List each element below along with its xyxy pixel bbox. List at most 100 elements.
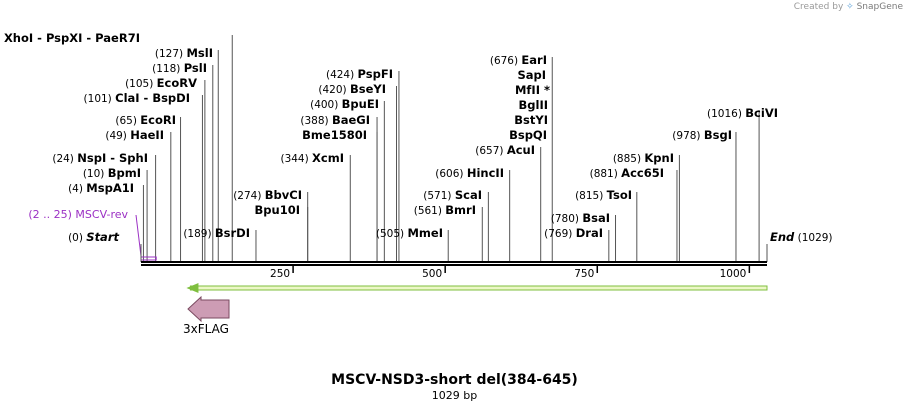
restriction-site-label: SapI [517,68,546,82]
restriction-site-label: BstYI [514,113,548,127]
restriction-site-label: Bme1580I [302,128,367,142]
site-position: (606) [435,168,467,180]
restriction-site-label: (815) TsoI [575,188,632,202]
restriction-site-label: MfII * [515,83,550,97]
restriction-site-label: Bpu10I [255,203,300,217]
site-enzyme-name: MspA1I [86,181,134,195]
restriction-site-label: (424) PspFI [326,67,393,81]
site-position: (388) [300,115,332,127]
site-enzyme-name: XcmI [312,151,344,165]
site-enzyme-name: BpuEI [342,97,379,111]
restriction-site-label: (1016) BciVI [707,106,778,120]
site-position: (4) [68,183,86,195]
restriction-site-label: (561) BmrI [414,203,476,217]
site-enzyme-name: BpmI [108,166,141,180]
site-enzyme-name: HaeII [130,128,164,142]
site-position: (118) [152,63,184,75]
map-length: 1029 bp [431,389,478,402]
site-enzyme-name: SapI [517,68,546,82]
orf-arrowhead [186,283,199,293]
site-position: (978) [672,130,704,142]
site-position: (189) [183,228,215,240]
site-position: (1016) [707,108,745,120]
restriction-site-label: (657) AcuI [475,143,535,157]
restriction-site-label: (885) KpnI [613,151,674,165]
restriction-site-label: (105) EcoRV [125,76,197,90]
ruler-tick-label: 1000 [720,268,747,280]
site-enzyme-name: BstYI [514,113,548,127]
site-position: (505) [376,228,408,240]
restriction-site-label: (881) Acc65I [590,166,664,180]
site-position: (10) [83,168,108,180]
site-enzyme-name: BciVI [745,106,778,120]
site-enzyme-name: TsoI [607,188,632,202]
restriction-site-label: (606) HincII [435,166,504,180]
ruler-tick-label: 750 [574,268,594,280]
restriction-site-label: (571) ScaI [423,188,482,202]
credit-prefix: Created by [793,2,844,12]
site-position: (571) [423,190,455,202]
start-text: Start [86,230,119,244]
site-position: (105) [125,78,157,90]
site-enzyme-name: MslI [186,46,213,60]
site-position: (49) [105,130,130,142]
restriction-site-label: BglII [519,98,549,112]
end-label: End (1029) [770,230,833,244]
restriction-site-label: (150) XhoI - PspXI - PaeR7I [0,31,140,45]
site-enzyme-name: BsaI [582,211,610,225]
restriction-site-label: (118) PslI [152,61,207,75]
restriction-site-label: (769) DraI [544,226,603,240]
ruler-tick-label: 250 [270,268,290,280]
site-enzyme-name: EarI [521,53,547,67]
site-enzyme-name: BglII [519,98,549,112]
site-enzyme-name: ScaI [455,188,482,202]
orf-bar [189,285,768,291]
end-position: (1029) [794,232,832,244]
site-position: (150) [0,33,4,45]
ruler-tick-label: 500 [422,268,442,280]
site-enzyme-name: BbvCI [265,188,302,202]
site-enzyme-name: BaeGI [332,113,370,127]
site-enzyme-name: EcoRI [140,113,176,127]
restriction-site-label: (127) MslI [155,46,213,60]
map-title: MSCV-NSD3-short del(384-645) [331,372,578,388]
restriction-site-label: (24) NspI - SphI [52,151,148,165]
site-enzyme-name: KpnI [644,151,674,165]
backbone-top-strand [141,261,767,263]
site-enzyme-name: XhoI - PspXI - PaeR7I [4,31,140,45]
restriction-site-label: BspQI [509,128,547,142]
site-position: (676) [490,55,522,67]
site-position: (400) [310,99,342,111]
site-enzyme-name: MfII * [515,83,550,97]
site-enzyme-name: EcoRV [157,76,197,90]
primer-label: (2 .. 25) MSCV-rev [28,208,128,221]
start-label: (0) Start [68,230,119,244]
site-position: (881) [590,168,622,180]
snapgene-credit: Created by ✧ SnapGene [794,2,903,12]
restriction-site-label: (978) BsgI [672,128,732,142]
site-position: (424) [326,69,358,81]
restriction-site-label: (388) BaeGI [300,113,370,127]
restriction-site-label: (4) MspA1I [68,181,134,195]
site-position: (815) [575,190,607,202]
restriction-site-label: (274) BbvCI [233,188,302,202]
site-position: (274) [233,190,265,202]
site-enzyme-name: Bpu10I [255,203,300,217]
restriction-site-label: (420) BseYI [318,82,386,96]
feature-3xflag-label: 3xFLAG [183,322,229,336]
site-enzyme-name: AcuI [507,143,535,157]
feature-3xflag-arrow [187,295,230,323]
end-text: End [770,230,795,244]
site-position: (780) [551,213,583,225]
backbone-bottom-strand [141,264,767,266]
site-enzyme-name: BseYI [350,82,386,96]
restriction-site-label: (676) EarI [490,53,547,67]
site-position: (769) [544,228,576,240]
credit-brand: SnapGene [856,2,903,12]
site-enzyme-name: Bme1580I [302,128,367,142]
site-enzyme-name: NspI - SphI [77,151,148,165]
restriction-site-label: (189) BsrDI [183,226,250,240]
site-position: (101) [84,93,116,105]
restriction-site-label: (344) XcmI [280,151,344,165]
